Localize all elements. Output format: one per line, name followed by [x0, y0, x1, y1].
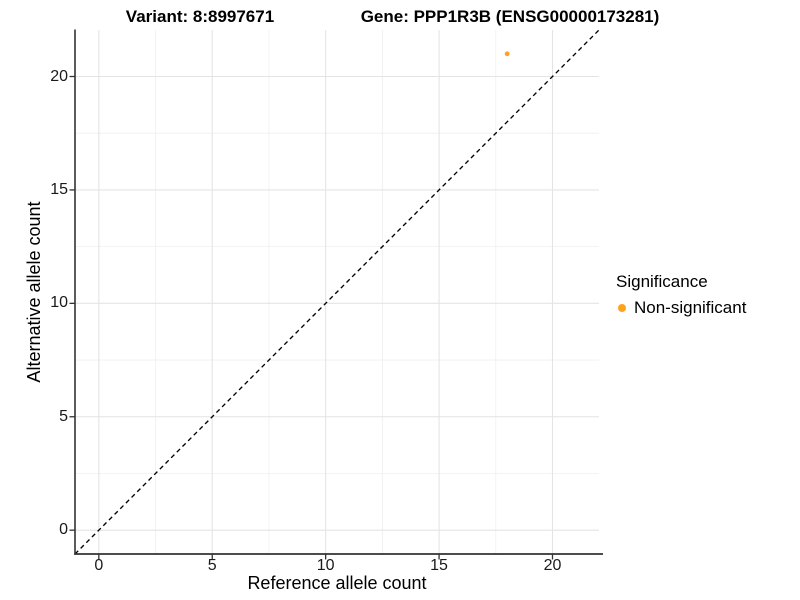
y-axis-title: Alternative allele count — [24, 201, 44, 383]
plot-panel — [69, 29, 603, 560]
legend-dot-icon — [618, 304, 626, 312]
legend-item: Non-significant — [616, 298, 746, 318]
y-tick-label: 0 — [59, 521, 68, 539]
x-tick-label: 10 — [316, 557, 335, 574]
x-tick-label: 15 — [430, 557, 448, 574]
data-point — [504, 51, 510, 57]
legend: Significance Non-significant — [616, 272, 746, 318]
y-tick-label: 15 — [50, 180, 68, 198]
identity-line — [74, 29, 600, 555]
y-tick-label: 5 — [59, 407, 68, 425]
gene-title: Gene: PPP1R3B (ENSG00000173281) — [360, 7, 660, 26]
x-tick-label: 0 — [94, 557, 104, 574]
variant-title: Variant: 8:8997671 — [125, 7, 275, 26]
legend-title: Significance — [616, 272, 708, 291]
y-tick-label: 20 — [50, 67, 68, 85]
y-tick-label: 10 — [50, 294, 68, 312]
x-axis-title: Reference allele count — [247, 573, 427, 593]
x-tick-label: 20 — [543, 557, 562, 574]
x-tick-label: 5 — [207, 557, 217, 574]
legend-item-label: Non-significant — [634, 298, 747, 317]
